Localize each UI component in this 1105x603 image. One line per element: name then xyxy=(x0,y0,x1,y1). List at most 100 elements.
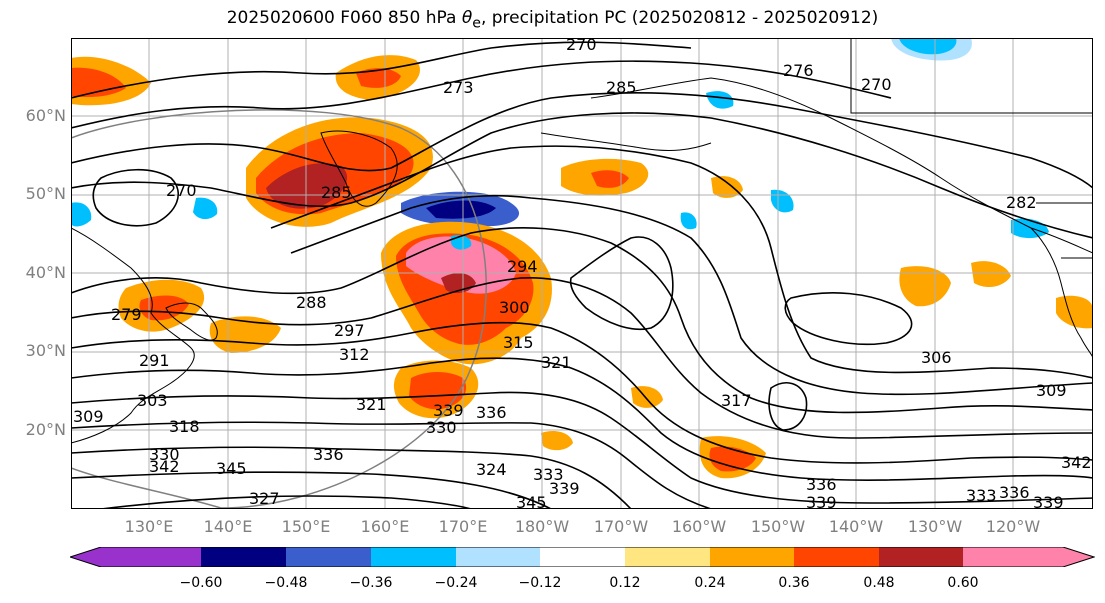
colorbar-tick-label: −0.48 xyxy=(264,575,308,591)
contour xyxy=(100,495,472,509)
colorbar-segment xyxy=(625,547,710,567)
precip-area xyxy=(71,202,92,227)
contour-label: 321 xyxy=(356,395,387,414)
precip-area xyxy=(771,189,794,213)
contour-label: 309 xyxy=(1036,381,1067,400)
lon-label-130w: 130°W xyxy=(907,517,963,536)
colorbar-tick-label: −0.60 xyxy=(179,575,223,591)
lon-label-180w: 180°W xyxy=(514,517,570,536)
contour-label: 282 xyxy=(1006,193,1037,212)
contour-label: 270 xyxy=(166,181,197,200)
contour-label: 330 xyxy=(149,445,180,464)
contour-label: 300 xyxy=(499,298,530,317)
contour-label: 285 xyxy=(606,78,637,97)
coastline-asia xyxy=(71,227,195,444)
lon-label-140w: 140°W xyxy=(828,517,884,536)
contour-label: 276 xyxy=(783,61,814,80)
contour xyxy=(71,60,892,129)
contour xyxy=(290,194,1093,396)
precip-area xyxy=(591,170,629,188)
contour-label: 336 xyxy=(476,403,507,422)
contour xyxy=(71,446,632,509)
precip-area xyxy=(541,431,573,451)
contour xyxy=(71,92,1093,189)
contour-label: 315 xyxy=(503,333,534,352)
contour-label: 324 xyxy=(476,460,507,479)
contour-label: 336 xyxy=(999,483,1030,502)
contour-label: 288 xyxy=(296,293,327,312)
contour xyxy=(569,236,674,331)
contour-label: 327 xyxy=(249,489,280,508)
colorbar-tick-label: 0.24 xyxy=(694,575,726,591)
colorbar-tick-label: −0.36 xyxy=(349,575,393,591)
contour-label: 291 xyxy=(139,351,170,370)
lon-label-120w: 120°W xyxy=(985,517,1041,536)
contour-label: 333 xyxy=(966,486,997,505)
precip-area xyxy=(711,176,743,198)
contour-labels: 270 276 270 285 273 285 270 294 288 300 … xyxy=(73,38,1092,509)
lat-label-40n: 40°N xyxy=(25,263,66,282)
colorbar-segment xyxy=(710,547,794,567)
contour xyxy=(71,471,552,509)
lon-label-150w: 150°W xyxy=(750,517,806,536)
contour-label: 345 xyxy=(516,493,547,509)
colorbar-segment xyxy=(456,547,540,567)
contour xyxy=(768,382,808,431)
lat-label-20n: 20°N xyxy=(25,420,66,439)
gridlines xyxy=(71,38,1093,509)
precip-area xyxy=(356,68,401,88)
precip-area xyxy=(266,163,348,209)
lon-label-140e: 140°E xyxy=(203,517,253,536)
theta-e-contours xyxy=(71,41,1093,509)
coastline-aleutians xyxy=(540,132,712,151)
contour xyxy=(71,421,712,509)
colorbar-tick-label: 0.12 xyxy=(609,575,641,591)
contour-label: 306 xyxy=(921,348,952,367)
region-outlines xyxy=(71,109,487,509)
colorbar-segment xyxy=(963,547,1063,567)
precip-area xyxy=(971,261,1011,288)
contour-label: 317 xyxy=(721,391,752,410)
colorbar-tick-label: −0.24 xyxy=(434,575,478,591)
contour xyxy=(92,168,180,227)
colorbar-tick-label: 0.60 xyxy=(947,575,979,591)
colorbar xyxy=(70,547,1095,567)
precip-area xyxy=(451,235,472,250)
lat-label-50n: 50°N xyxy=(25,184,66,203)
contour-label: 342 xyxy=(1061,453,1092,472)
colorbar-segment xyxy=(794,547,879,567)
contour-label: 339 xyxy=(549,479,580,498)
lon-label-160w: 160°W xyxy=(671,517,727,536)
colorbar-tick-label: −0.12 xyxy=(518,575,562,591)
colorbar-segment xyxy=(371,547,456,567)
colorbar-segment xyxy=(101,547,201,567)
colorbar-extend-max xyxy=(1063,547,1094,567)
border xyxy=(850,38,1093,114)
lon-label-170w: 170°W xyxy=(593,517,649,536)
contour-label: 330 xyxy=(426,418,457,437)
contour-label: 309 xyxy=(73,407,104,426)
map-panel: 270 276 270 285 273 285 270 294 288 300 … xyxy=(71,38,1093,509)
contour-label: 339 xyxy=(806,493,837,509)
colorbar-tick-label: 0.36 xyxy=(778,575,810,591)
precip-area xyxy=(409,372,467,410)
contour-label: 339 xyxy=(433,401,464,420)
coastline-kamchatka xyxy=(320,130,398,207)
contour-label: 270 xyxy=(861,75,892,94)
precipitation-shading xyxy=(71,38,1093,479)
colorbar-tick-label: 0.48 xyxy=(863,575,895,591)
contour-label: 336 xyxy=(313,445,344,464)
contour-label: 285 xyxy=(321,183,352,202)
precip-area xyxy=(426,200,496,219)
lat-label-60n: 60°N xyxy=(25,106,66,125)
precip-area xyxy=(706,91,734,109)
contour xyxy=(270,145,1093,379)
lat-label-30n: 30°N xyxy=(25,341,66,360)
lon-label-150e: 150°E xyxy=(281,517,331,536)
precip-area xyxy=(1056,295,1093,329)
precip-area xyxy=(680,212,697,230)
lon-label-130e: 130°E xyxy=(124,517,174,536)
colorbar-extend-min xyxy=(70,547,101,567)
lon-label-170e: 170°E xyxy=(438,517,488,536)
figure-title: 2025020600 F060 850 hPa θe, precipitatio… xyxy=(226,8,879,32)
